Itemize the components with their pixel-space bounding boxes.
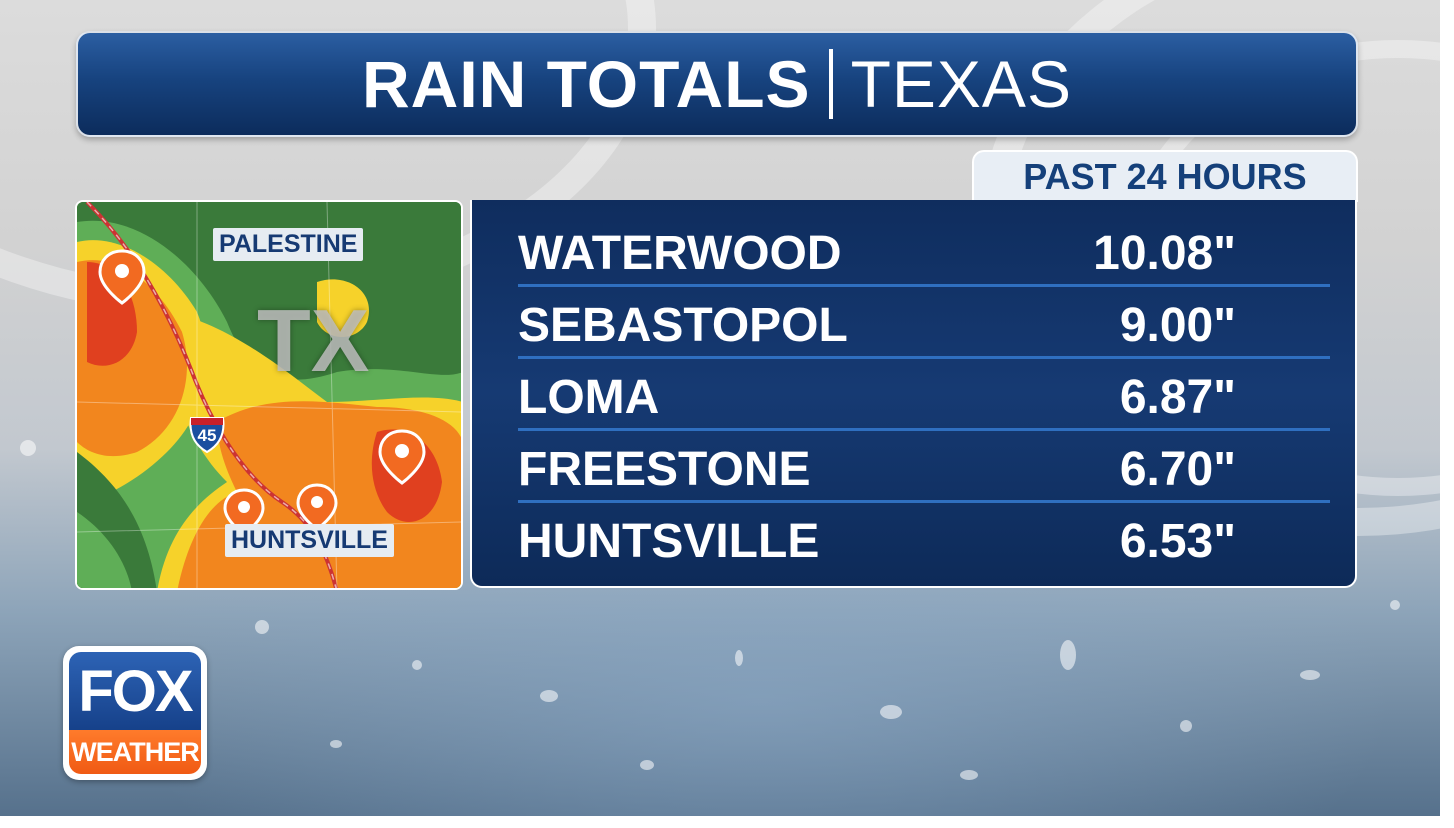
water-droplet [412, 660, 422, 670]
location-pin-icon [223, 488, 265, 536]
location-name: WATERWOOD [518, 227, 842, 280]
water-droplet [20, 440, 36, 456]
rain-totals-table: WATERWOOD 10.08" SEBASTOPOL 9.00" LOMA 6… [470, 200, 1357, 588]
location-name: HUNTSVILLE [518, 515, 820, 568]
title-sub: TEXAS [850, 47, 1072, 121]
table-row: LOMA 6.87" [518, 356, 1330, 431]
location-pin-icon [296, 483, 338, 531]
water-droplet [640, 760, 654, 770]
water-droplet [880, 705, 902, 719]
rain-amount: 6.87" [1119, 371, 1236, 424]
water-droplet [960, 770, 978, 780]
interstate-shield-icon: 45 [187, 414, 227, 454]
highway-number: 45 [197, 426, 217, 445]
title-banner: RAIN TOTALS TEXAS [76, 31, 1358, 137]
water-droplet [330, 740, 342, 748]
water-droplet [1300, 670, 1320, 680]
logo-weather-text: WEATHER [69, 730, 201, 774]
city-label-huntsville: HUNTSVILLE [225, 524, 394, 557]
water-droplet [1060, 640, 1076, 670]
location-pin-icon [378, 429, 426, 485]
fox-weather-logo: FOX WEATHER [63, 646, 207, 780]
radar-map: TX PALESTINE HUNTSVILLE 45 [75, 200, 463, 590]
location-name: FREESTONE [518, 443, 811, 496]
table-row: SEBASTOPOL 9.00" [518, 284, 1330, 359]
location-name: LOMA [518, 371, 660, 424]
water-droplet [255, 620, 269, 634]
water-droplet [1180, 720, 1192, 732]
state-label: TX [257, 291, 370, 390]
title-main: RAIN TOTALS [362, 47, 811, 121]
table-row: HUNTSVILLE 6.53" [518, 500, 1330, 572]
water-droplet [735, 650, 743, 666]
rain-amount: 6.70" [1119, 443, 1236, 496]
period-tab: PAST 24 HOURS [972, 150, 1358, 202]
location-pin-icon [98, 249, 146, 305]
water-droplet [540, 690, 558, 702]
rain-amount: 6.53" [1119, 515, 1236, 568]
logo-fox-text: FOX [69, 652, 201, 730]
background-scene: RAIN TOTALS TEXAS PAST 24 HOURS WATERWOO… [0, 0, 1440, 816]
table-row: FREESTONE 6.70" [518, 428, 1330, 503]
location-name: SEBASTOPOL [518, 299, 848, 352]
city-label-palestine: PALESTINE [213, 228, 364, 261]
radar-overlay [77, 202, 461, 588]
rain-amount: 10.08" [1093, 227, 1236, 280]
table-row: WATERWOOD 10.08" [518, 212, 1330, 287]
rain-amount: 9.00" [1119, 299, 1236, 352]
title-separator [828, 49, 833, 119]
water-droplet [1390, 600, 1400, 610]
